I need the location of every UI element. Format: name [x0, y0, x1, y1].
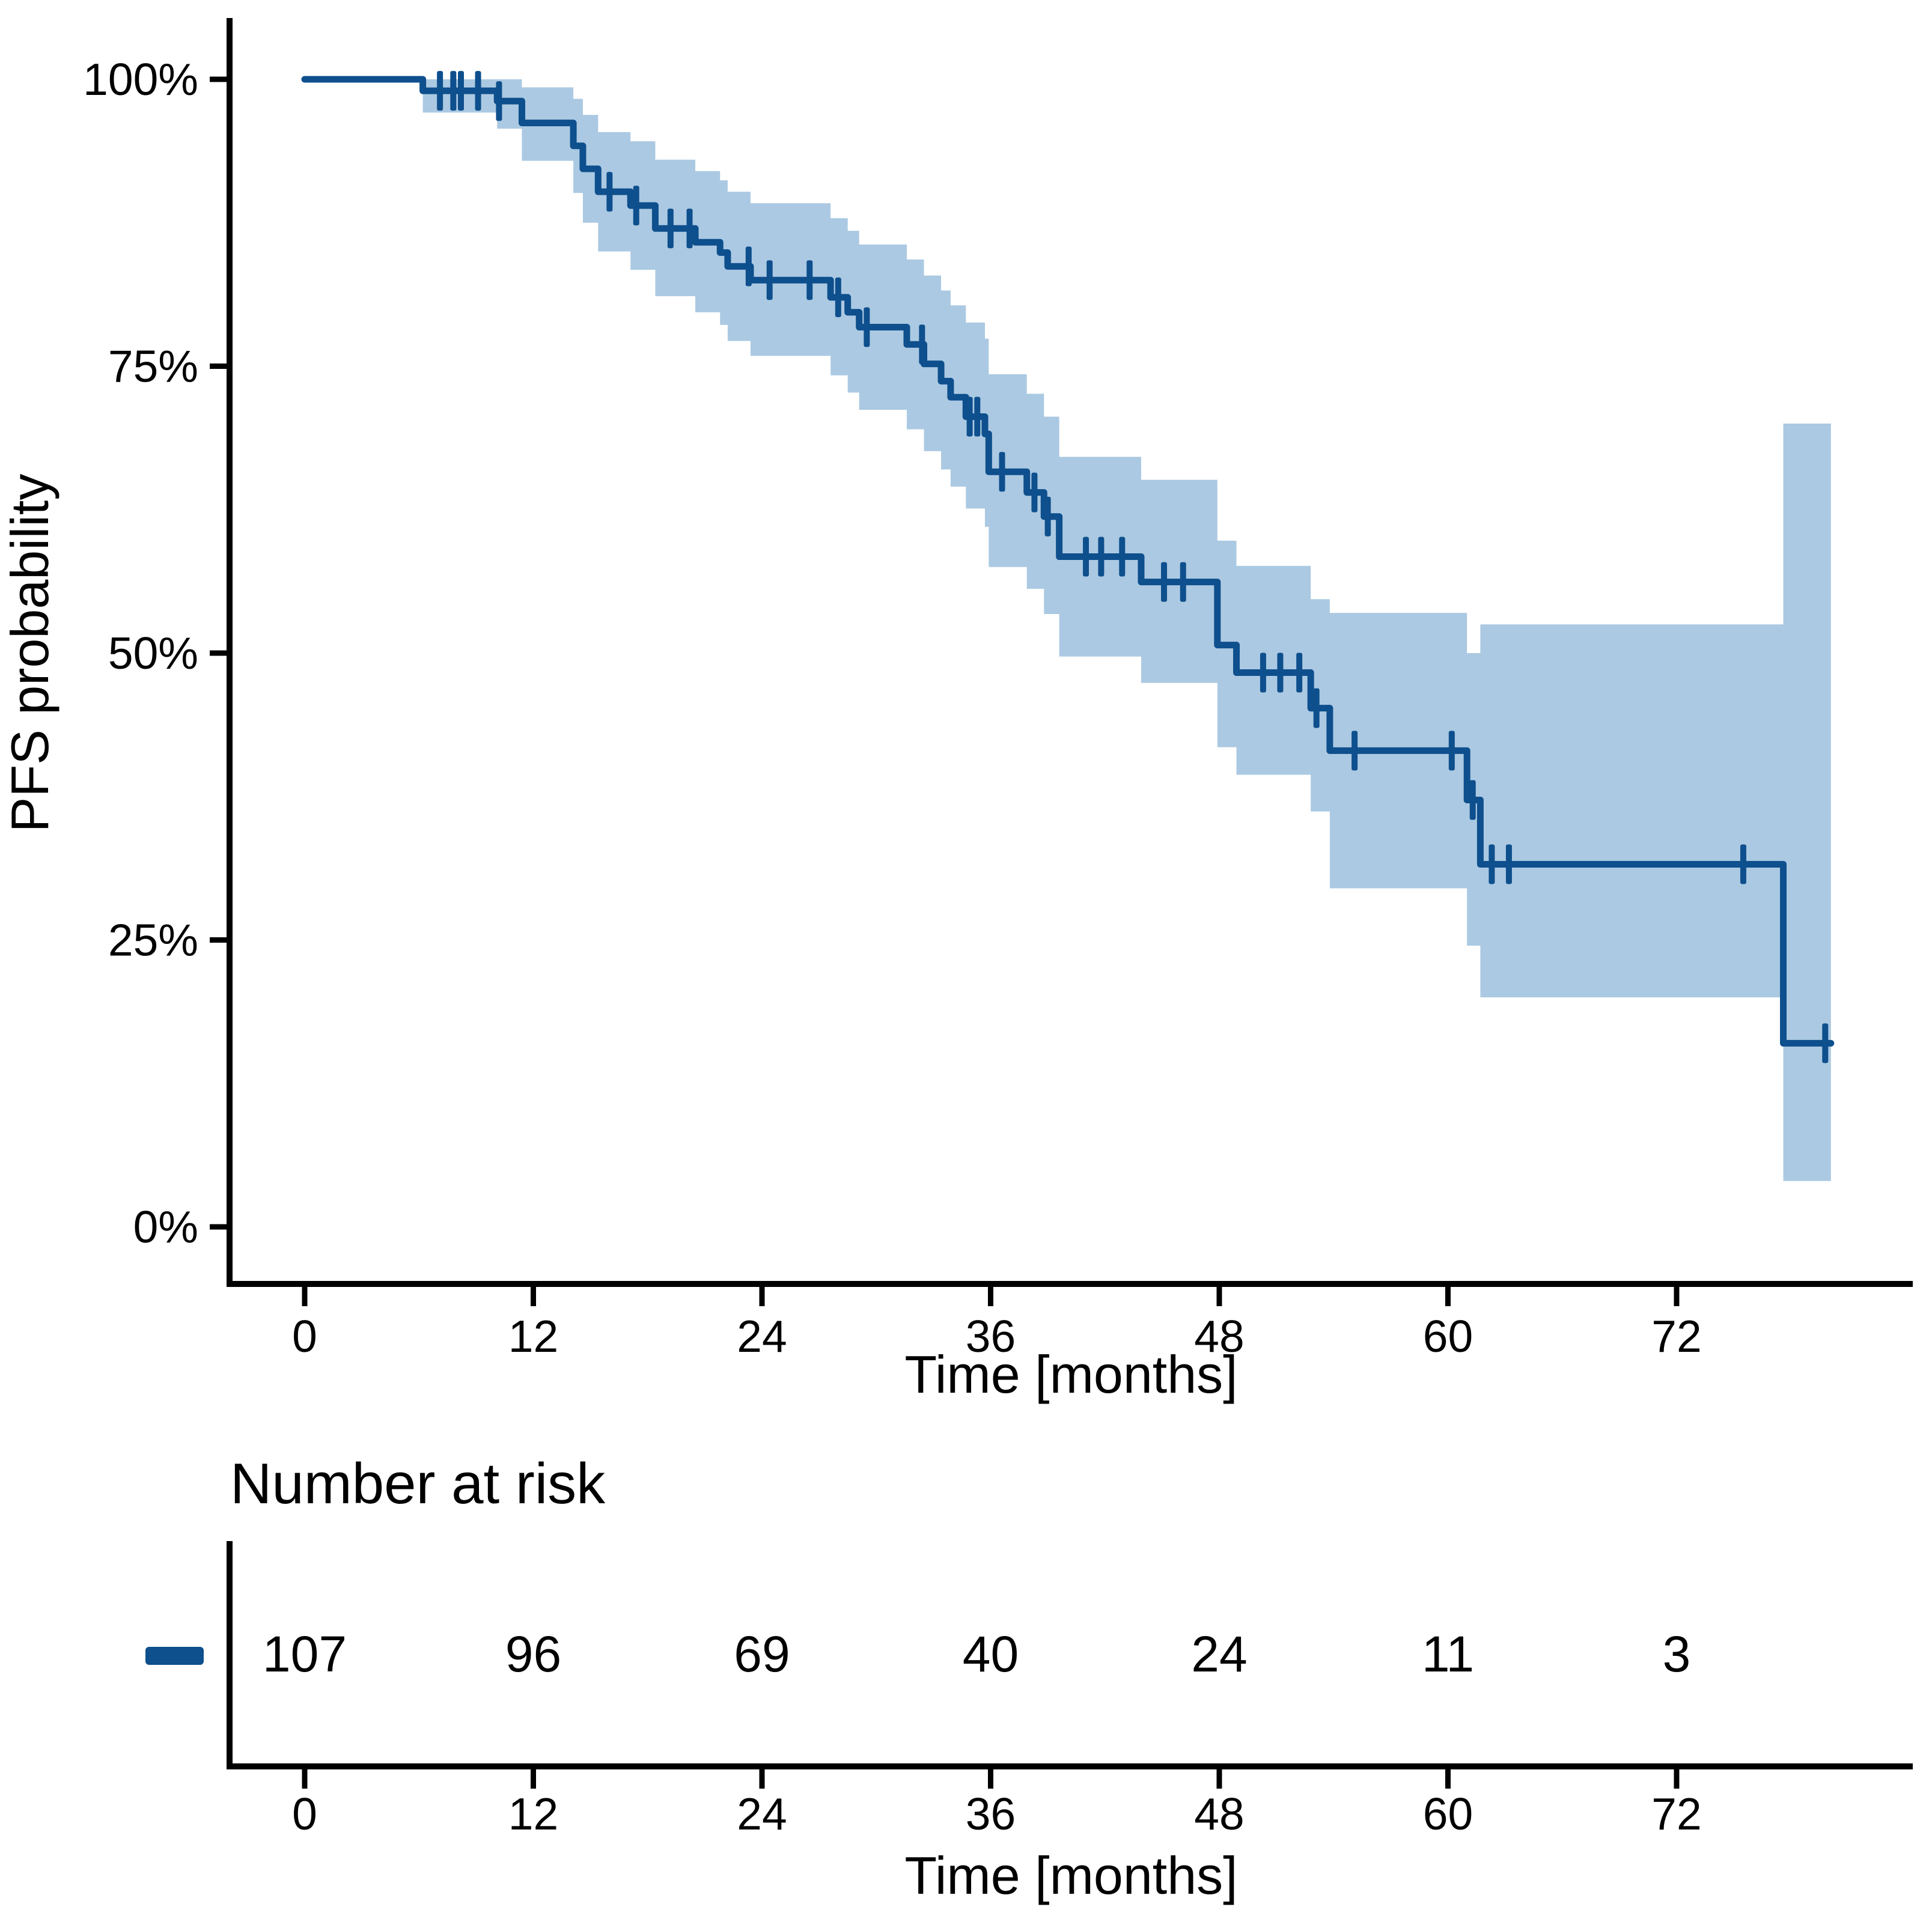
risk-count: 11 [1422, 1626, 1474, 1682]
censor-tick [458, 71, 465, 111]
censor-tick [1740, 844, 1746, 884]
x-tick [302, 1287, 308, 1306]
risk-count: 96 [505, 1626, 561, 1682]
censor-tick [475, 71, 481, 111]
y-axis-line [227, 18, 233, 1287]
censor-tick [1083, 537, 1089, 577]
censor-tick [1489, 844, 1495, 884]
risk-x-tick-label: 0 [292, 1789, 317, 1839]
x-tick [1445, 1287, 1451, 1306]
censor-tick [1161, 562, 1168, 602]
x-tick [987, 1287, 993, 1306]
censor-tick [1180, 562, 1186, 602]
risk-x-tick [759, 1769, 765, 1789]
risk-x-tick-label: 48 [1194, 1789, 1244, 1839]
censor-marks-group [437, 71, 1829, 1063]
risk-count: 40 [963, 1626, 1019, 1682]
x-tick-label: 0 [292, 1311, 317, 1361]
main-axes-group: 0% 25% 50% 75% 100% 0 12 24 36 48 60 72 Time [months… [0, 18, 1913, 1404]
risk-x-axis-title: Time [months] [904, 1846, 1237, 1905]
y-axis-title: PFS probability [0, 474, 59, 833]
censor-tick [1822, 1023, 1829, 1063]
y-tick-label: 75% [108, 341, 198, 392]
risk-count: 69 [734, 1626, 790, 1682]
risk-count: 24 [1191, 1626, 1247, 1682]
risk-x-tick [1674, 1769, 1680, 1789]
y-tick-label: 100% [83, 54, 198, 105]
censor-tick [919, 324, 925, 365]
risk-x-tick [1216, 1769, 1222, 1789]
censor-tick [1119, 537, 1126, 577]
x-tick-label: 60 [1423, 1311, 1473, 1361]
censor-tick [864, 307, 870, 347]
censor-tick [633, 186, 639, 226]
risk-x-tick [1445, 1769, 1451, 1789]
risk-legend-dash [145, 1647, 204, 1665]
risk-x-tick-label: 24 [737, 1789, 787, 1839]
censor-tick [1505, 844, 1512, 884]
censor-tick [686, 208, 693, 249]
risk-x-axis-line [227, 1763, 1913, 1769]
confidence-band [422, 79, 1831, 1181]
y-tick-label: 0% [133, 1202, 198, 1252]
censor-tick [1351, 731, 1358, 771]
censor-tick [1098, 537, 1105, 577]
x-axis-line [227, 1281, 1913, 1287]
censor-tick [667, 208, 674, 249]
censor-tick [1260, 652, 1266, 693]
x-tick-label: 12 [508, 1311, 558, 1361]
censor-tick [974, 397, 981, 437]
risk-x-tick-label: 12 [508, 1789, 558, 1839]
x-tick-label: 72 [1651, 1311, 1701, 1361]
x-tick [530, 1287, 536, 1306]
risk-x-tick-label: 60 [1423, 1789, 1473, 1839]
censor-tick [1031, 472, 1038, 512]
censor-tick [1277, 652, 1284, 693]
x-tick-label: 24 [737, 1311, 787, 1361]
censor-tick [1044, 496, 1051, 537]
risk-count: 107 [263, 1626, 347, 1682]
risk-x-tick [530, 1769, 536, 1789]
y-tick [210, 76, 227, 82]
x-axis-title: Time [months] [904, 1345, 1237, 1404]
censor-tick [966, 397, 973, 437]
censor-tick [745, 246, 752, 287]
x-tick [759, 1287, 765, 1306]
censor-tick [766, 260, 773, 300]
risk-x-tick [302, 1769, 308, 1789]
censor-tick [1313, 688, 1320, 728]
risk-table-title: Number at risk [230, 1452, 606, 1516]
censor-tick [437, 71, 443, 111]
y-tick-label: 25% [108, 915, 198, 966]
y-tick [210, 363, 227, 369]
risk-x-tick-label: 36 [966, 1789, 1016, 1839]
risk-count: 3 [1663, 1626, 1691, 1682]
censor-tick [999, 452, 1005, 492]
censor-tick [835, 277, 841, 317]
y-tick-label: 50% [108, 628, 198, 678]
y-tick [210, 937, 227, 943]
censor-tick [1296, 652, 1303, 693]
x-tick-label: 36 [966, 1311, 1016, 1361]
x-tick [1216, 1287, 1222, 1306]
y-tick [210, 1224, 227, 1230]
risk-table-group: Number at risk 107 0 96 12 69 24 40 36 24 48 11 60 3 7… [145, 1452, 1913, 1905]
censor-tick [1469, 780, 1476, 820]
risk-y-axis-line [227, 1541, 233, 1769]
censor-tick [1448, 731, 1455, 771]
x-tick [1674, 1287, 1680, 1306]
censor-tick [496, 81, 502, 121]
censor-tick [606, 172, 613, 212]
y-tick [210, 650, 227, 656]
censor-tick [450, 71, 457, 111]
x-tick-label: 48 [1194, 1311, 1244, 1361]
censor-tick [806, 260, 813, 300]
risk-x-tick-label: 72 [1651, 1789, 1701, 1839]
risk-x-tick [987, 1769, 993, 1789]
